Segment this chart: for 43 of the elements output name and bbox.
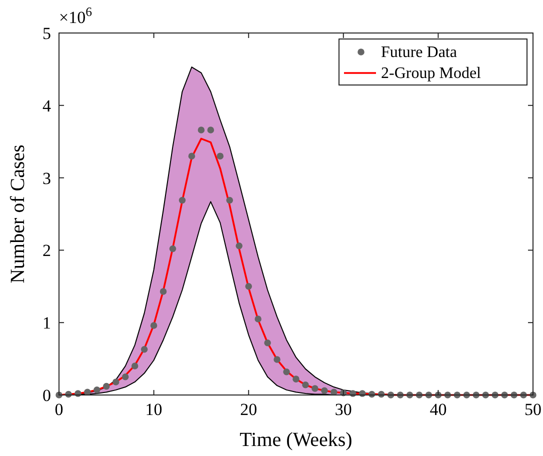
point	[122, 374, 129, 380]
y-tick-label: 4	[42, 96, 52, 116]
point	[236, 242, 243, 250]
point	[207, 126, 214, 134]
point	[131, 362, 138, 370]
y-tick-label: 1	[42, 314, 51, 333]
x-tick-label: 0	[54, 400, 64, 419]
x-axis-title: Time (Weeks)	[240, 429, 352, 451]
point	[150, 322, 158, 329]
legend-label: 2-Group Model	[381, 65, 482, 82]
point	[274, 356, 280, 363]
point	[198, 126, 205, 134]
point	[321, 387, 328, 394]
point	[264, 339, 271, 346]
x-tick-label: 30	[334, 400, 352, 419]
y-tick-label: 5	[42, 24, 51, 43]
point	[292, 376, 300, 382]
x-tick-label: 50	[524, 400, 542, 419]
point	[103, 382, 110, 390]
point	[160, 288, 167, 295]
y-axis-title: Number of Cases	[7, 144, 29, 284]
point	[226, 196, 234, 204]
point	[283, 368, 290, 376]
point	[254, 316, 262, 322]
point	[112, 378, 120, 386]
legend-label: Future Data	[381, 44, 457, 61]
point	[169, 245, 176, 252]
y-tick-label: 3	[42, 168, 51, 188]
y-tick-label: 2	[42, 241, 51, 260]
point	[330, 388, 338, 396]
point	[216, 152, 224, 160]
y-tick-label: 0	[42, 386, 51, 405]
text: ×10$^{6}$	[59, 5, 92, 27]
x-tick-label: 40	[430, 400, 447, 419]
point	[302, 381, 309, 388]
x-tick-label: 20	[240, 400, 258, 419]
x-tick-label: 10	[145, 400, 162, 419]
point	[140, 346, 148, 353]
point	[178, 196, 186, 204]
point	[312, 385, 318, 392]
point	[188, 152, 196, 160]
point	[94, 386, 100, 394]
point	[245, 283, 252, 290]
